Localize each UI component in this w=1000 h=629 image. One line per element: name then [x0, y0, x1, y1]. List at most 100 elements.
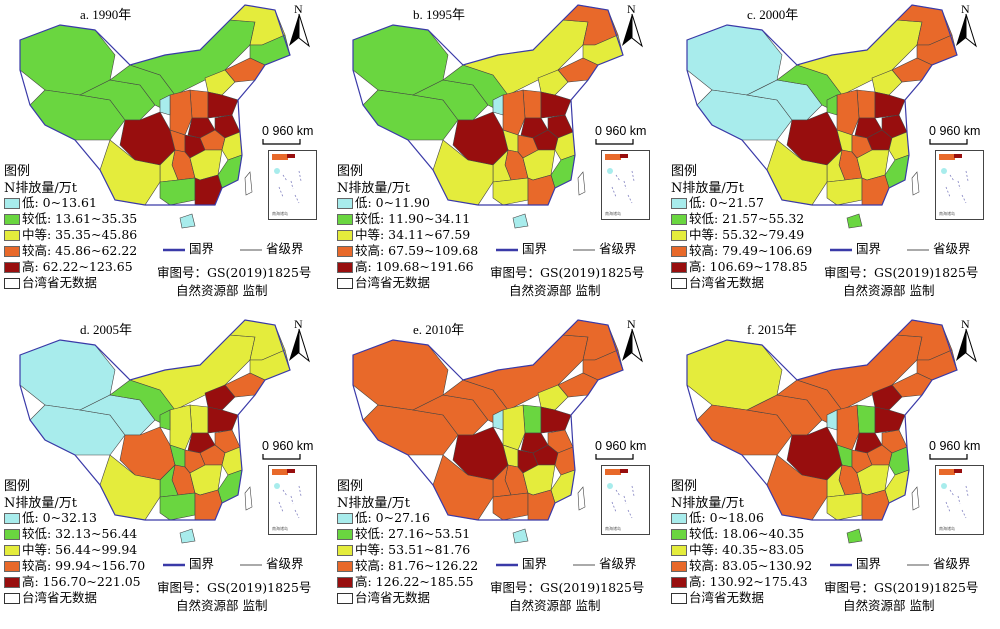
legend-item: 台湾省无数据 — [337, 590, 478, 606]
national-border-label: 国界 — [855, 241, 881, 256]
south-china-sea-inset: 南海诸岛 — [268, 465, 317, 535]
legend-item: 中等: 34.11~67.59 — [337, 227, 478, 243]
svg-text:N: N — [294, 2, 303, 16]
legend-label: 较高: 79.49~106.69 — [689, 243, 813, 258]
legend-label: 台湾省无数据 — [689, 590, 765, 605]
region-hainan — [846, 213, 863, 229]
legend-label: 中等: 40.35~83.05 — [689, 542, 805, 557]
choropleth-map — [19, 4, 291, 229]
legend-title: 图例 — [671, 479, 698, 494]
map-panel-3: c. 2000年 N 0 960 km 南海诸岛 图例 N排放量/万t 低: 0… — [667, 0, 1000, 314]
legend-label: 台湾省无数据 — [22, 590, 98, 605]
choropleth-map — [19, 319, 291, 544]
region-guangdong — [194, 489, 223, 521]
scale-value: 960 km — [939, 124, 981, 138]
region-shaanxi — [169, 404, 193, 451]
review-number: 审图号：GS(2019)1825号 — [490, 580, 645, 595]
region-shandong — [874, 91, 906, 119]
legend-item: 较高: 99.94~156.70 — [4, 558, 145, 574]
national-border-label: 国界 — [188, 556, 214, 571]
region-guangdong — [194, 174, 223, 206]
provincial-border-legend: 省级界 — [907, 238, 971, 257]
legend-label: 低: 0~21.57 — [689, 195, 764, 210]
svg-text:N: N — [294, 317, 303, 331]
legend-label: 低: 0~32.13 — [22, 510, 97, 525]
region-shandong — [540, 406, 572, 434]
scale-bar: 0 960 km — [929, 124, 981, 145]
legend-label: 较高: 81.76~126.22 — [355, 558, 479, 573]
legend-item: 低: 0~27.16 — [337, 510, 478, 526]
provincial-border-legend: 省级界 — [907, 553, 971, 572]
national-border-label: 国界 — [521, 556, 547, 571]
provincial-border-legend: 省级界 — [240, 553, 304, 572]
region-ningxia — [826, 409, 838, 431]
legend-swatch — [4, 593, 20, 604]
legend-item: 较低: 32.13~56.44 — [4, 526, 145, 542]
scale-bar: 0 960 km — [929, 439, 980, 460]
region-hainan — [846, 528, 863, 544]
region-beijing — [537, 384, 569, 411]
panel-title: c. 2000年 — [747, 7, 799, 22]
north-arrow-icon: N — [283, 2, 315, 52]
scale-zero: 0 — [262, 124, 269, 138]
legend-label: 较低: 32.13~56.44 — [22, 526, 138, 541]
legend-item: 较高: 79.49~106.69 — [671, 243, 812, 259]
legend-item: 中等: 35.35~45.86 — [4, 227, 137, 243]
region-beijing — [537, 69, 569, 96]
legend-item: 低: 0~32.13 — [4, 510, 145, 526]
region-ningxia — [492, 94, 504, 116]
legend-item: 低: 0~21.57 — [671, 195, 812, 211]
region-shaanxi — [836, 404, 860, 451]
provincial-border-label: 省级界 — [932, 241, 971, 256]
scale-bar: 0 960 km — [595, 124, 646, 145]
region-shanxi — [856, 89, 876, 119]
legend-swatch — [671, 246, 687, 257]
review-number: 审图号：GS(2019)1825号 — [824, 265, 979, 280]
national-border-legend: 国界 — [830, 553, 881, 572]
svg-text:南海诸岛: 南海诸岛 — [272, 525, 288, 531]
national-border-label: 国界 — [188, 241, 214, 256]
legend-label: 较低: 27.16~53.51 — [355, 526, 471, 541]
national-border-legend: 国界 — [163, 553, 214, 572]
legend-swatch — [337, 198, 353, 209]
choropleth-map — [352, 319, 624, 544]
legend-title: 图例 — [337, 479, 364, 494]
region-shanxi — [189, 89, 209, 119]
svg-text:南海诸岛: 南海诸岛 — [605, 210, 621, 216]
legend-swatch — [337, 513, 353, 524]
region-fujian — [884, 154, 910, 189]
legend-swatch — [671, 593, 687, 604]
legend-unit: N排放量/万t — [4, 496, 77, 511]
region-hainan — [179, 528, 196, 544]
region-guangdong — [861, 174, 890, 206]
legend-item: 较低: 18.06~40.35 — [671, 526, 812, 542]
national-border — [686, 319, 958, 521]
legend-swatch — [671, 561, 687, 572]
panel-title: b. 1995年 — [413, 7, 466, 22]
national-border — [352, 319, 624, 521]
legend-swatch — [337, 561, 353, 572]
map-panel-2: b. 1995年 N 0 960 km 南海诸岛 图例 N排放量/万t 低: 0… — [333, 0, 666, 314]
provincial-border-legend: 省级界 — [573, 553, 637, 572]
legend-label: 高: 109.68~191.66 — [355, 259, 474, 274]
region-hainan — [512, 213, 529, 229]
region-shaanxi — [169, 89, 193, 136]
scale-value: 960 km — [272, 439, 314, 453]
north-arrow-icon: N — [616, 2, 648, 52]
national-border-legend: 国界 — [830, 238, 881, 257]
legend-unit: N排放量/万t — [4, 181, 77, 196]
legend-item: 低: 0~18.06 — [671, 510, 812, 526]
region-taiwan — [577, 486, 586, 511]
national-border-label: 国界 — [521, 241, 547, 256]
region-guangxi — [159, 177, 196, 206]
legend-swatch — [337, 246, 353, 257]
scale-zero: 0 — [595, 124, 602, 138]
legend-label: 较高: 45.86~62.22 — [22, 243, 138, 258]
north-arrow-icon: N — [950, 2, 982, 52]
region-beijing — [204, 69, 236, 96]
panel-title: f. 2015年 — [747, 322, 797, 337]
legend-swatch — [671, 577, 687, 588]
national-border-legend: 国界 — [496, 238, 547, 257]
legend-item: 中等: 53.51~81.76 — [337, 542, 478, 558]
national-border-legend: 国界 — [496, 553, 547, 572]
